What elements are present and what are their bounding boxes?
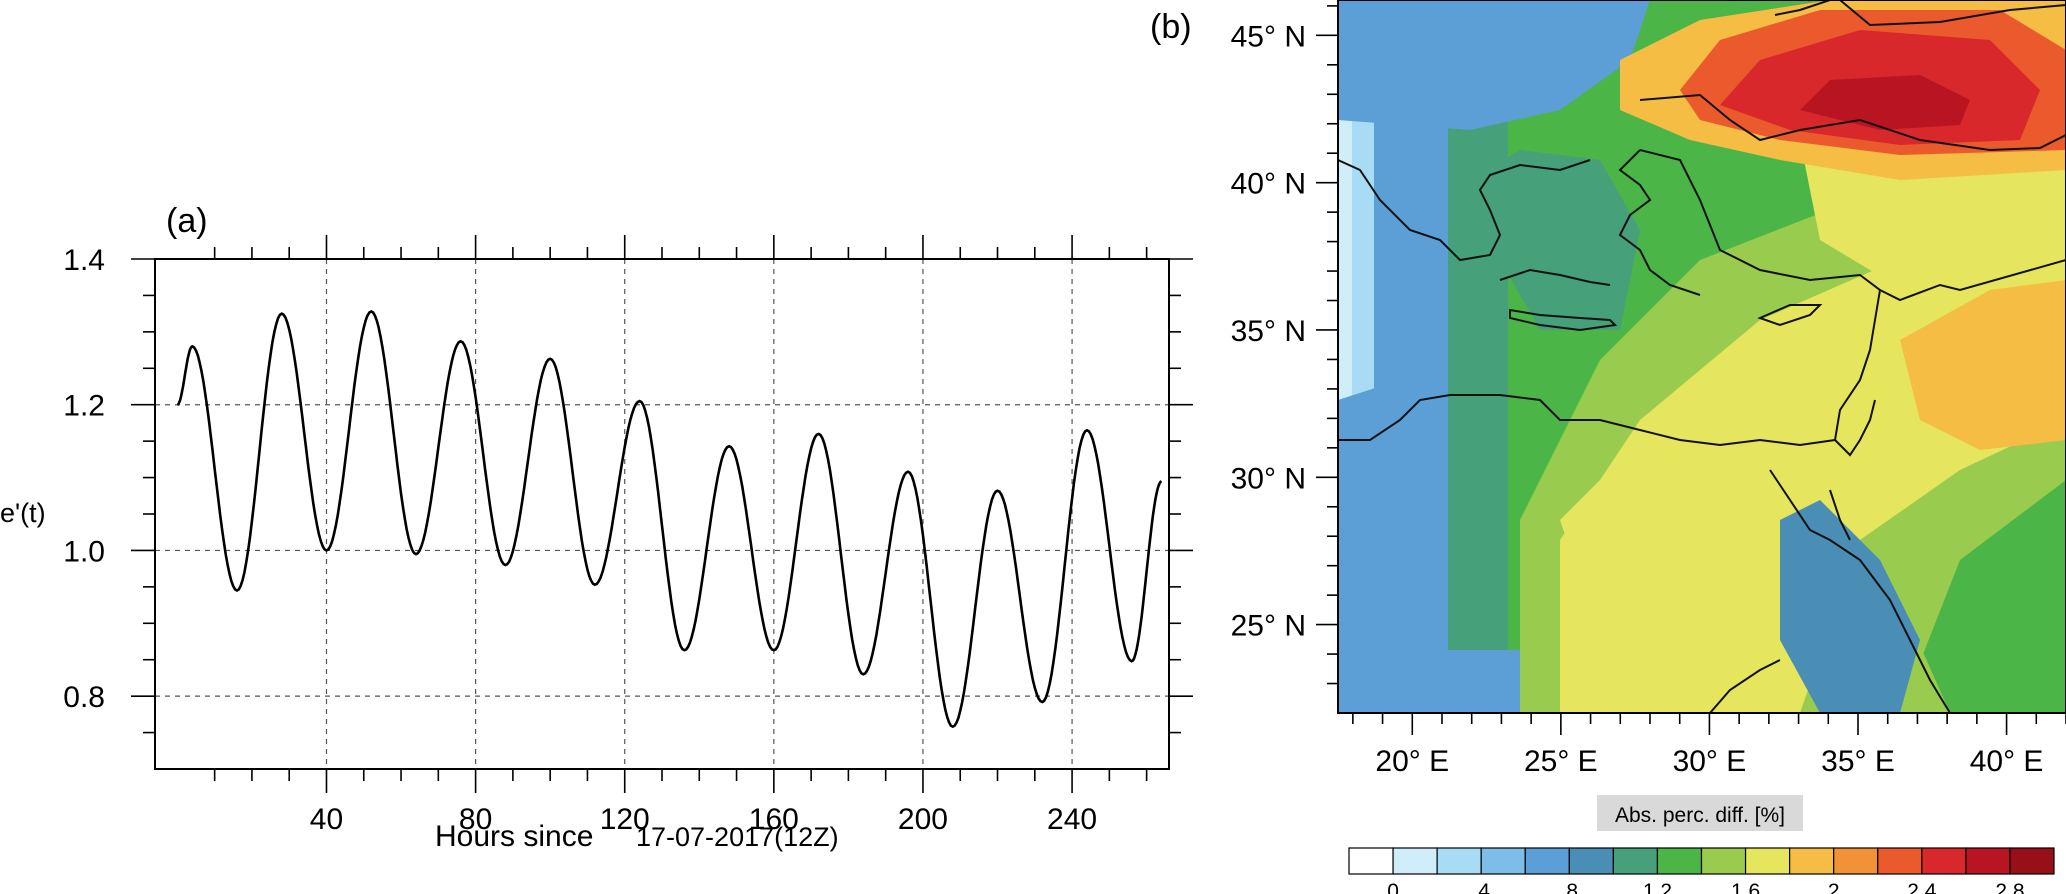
field-libya-blue <box>1338 380 1440 713</box>
x-tick-label-240: 240 <box>1047 803 1097 836</box>
colorbar-swatch-9 <box>1744 847 1791 875</box>
map-frame <box>1337 0 2066 714</box>
panel-a-ticks <box>131 235 1193 793</box>
colorbar-swatch-14 <box>1965 847 2011 875</box>
colorbar-swatch-10 <box>1789 847 1835 875</box>
colorbar-labels: 0 .4 .8 1.2 1.6 2 2.4 2.8 <box>1387 880 2024 894</box>
panel-b: (b) <box>1150 0 2066 894</box>
x-tick-label-120: 120 <box>600 803 650 836</box>
colorbar-swatch-13 <box>1921 847 1967 875</box>
panel-b-label: (b) <box>1150 8 1192 46</box>
x-axis-label: Hours since <box>435 820 593 853</box>
map-field <box>1338 0 2066 713</box>
colorbar-label-5: 2 <box>1828 880 1840 894</box>
coast-black-sea <box>1639 0 2066 152</box>
coast-red-sea <box>1709 469 1951 713</box>
colorbar-label-1: .4 <box>1472 880 1490 894</box>
colorbar-title-box: Abs. perc. diff. [%] <box>1597 795 1803 831</box>
colorbar <box>1348 847 2055 875</box>
colorbar-swatch-15 <box>2009 847 2055 875</box>
panel-a-y-tick-labels: 0.8 1.0 1.2 1.4 <box>63 244 105 714</box>
lat-label-40: 40° N <box>1231 168 1306 201</box>
x-tick-label-80: 80 <box>459 803 492 836</box>
colorbar-label-2: .8 <box>1561 880 1579 894</box>
colorbar-label-0: 0 <box>1387 880 1399 894</box>
coastlines <box>1338 0 2066 713</box>
lon-label-20: 20° E <box>1375 745 1449 778</box>
panel-a-label: (a) <box>166 202 208 240</box>
colorbar-label-3: 1.2 <box>1643 880 1672 894</box>
lon-label-30: 30° E <box>1673 745 1747 778</box>
colorbar-swatch-12 <box>1877 847 1923 875</box>
panel-b-y-tick-labels: 25° N 30° N 35° N 40° N 45° N <box>1231 20 1306 642</box>
panel-a-grid <box>155 259 1169 769</box>
lon-label-40: 40° E <box>1970 745 2044 778</box>
y-tick-label-1.4: 1.4 <box>63 244 105 277</box>
x-axis-label-date: 17-07-2017(12Z) <box>636 822 839 852</box>
x-tick-label-200: 200 <box>898 803 948 836</box>
colorbar-title: Abs. perc. diff. [%] <box>1615 804 1785 827</box>
field-north-blue <box>1338 0 1650 130</box>
y-tick-label-0.8: 0.8 <box>63 681 105 714</box>
coast-levant <box>1833 289 1881 457</box>
coast-turkey-west <box>1618 149 1701 296</box>
panel-b-x-tick-labels: 20° E 25° E 30° E 35° E 40° E <box>1375 745 2043 778</box>
y-axis-label: e'(t) <box>0 498 46 528</box>
coast-cyprus <box>1757 304 1823 327</box>
colorbar-label-4: 1.6 <box>1731 880 1760 894</box>
colorbar-swatch-5 <box>1568 847 1614 875</box>
colorbar-swatch-6 <box>1612 847 1659 875</box>
colorbar-swatch-11 <box>1833 847 1879 875</box>
field-east-orange <box>1900 280 2066 450</box>
field-black-sea-red3 <box>1800 75 1970 130</box>
x-tick-label-40: 40 <box>310 803 343 836</box>
y-tick-label-1.0: 1.0 <box>63 535 105 568</box>
lat-label-45: 45° N <box>1231 20 1306 53</box>
field-egypt-yellow <box>1560 450 1780 640</box>
colorbar-label-7: 2.8 <box>1995 880 2024 894</box>
panel-b-ticks <box>1316 5 2066 735</box>
series-line-e-prime <box>176 310 1163 729</box>
colorbar-swatch-8 <box>1700 847 1747 875</box>
panel-a: (a) 0.81.01.21.4 40 80 120 160 200 240 e'(t) … <box>0 202 1193 853</box>
coast-greece <box>1338 159 1611 286</box>
field-red-sea-blue <box>1780 500 1920 713</box>
lon-label-35: 35° E <box>1821 745 1895 778</box>
colorbar-swatch-7 <box>1656 847 1703 875</box>
lat-label-25: 25° N <box>1231 610 1306 643</box>
colorbar-swatch-2 <box>1436 847 1482 875</box>
y-tick-label-1.2: 1.2 <box>63 390 105 423</box>
colorbar-label-6: 2.4 <box>1907 880 1937 894</box>
lat-label-35: 35° N <box>1231 315 1306 348</box>
panel-a-x-tick-labels: 40 80 120 160 200 240 <box>310 803 1097 836</box>
colorbar-swatch-4 <box>1524 847 1570 875</box>
colorbar-title-bg <box>1597 795 1803 831</box>
panel-a-frame <box>154 258 1170 770</box>
colorbar-swatch-1 <box>1392 847 1438 875</box>
field-aegean <box>1470 150 1640 330</box>
coast-north-africa <box>1338 394 1836 447</box>
colorbar-swatch-3 <box>1480 847 1526 875</box>
coast-turkey-south <box>1639 149 2066 302</box>
colorbar-swatch-0 <box>1348 847 1394 875</box>
lon-label-25: 25° E <box>1524 745 1598 778</box>
coast-crete <box>1509 308 1618 332</box>
lat-label-30: 30° N <box>1231 462 1306 495</box>
x-tick-label-160: 160 <box>749 803 799 836</box>
